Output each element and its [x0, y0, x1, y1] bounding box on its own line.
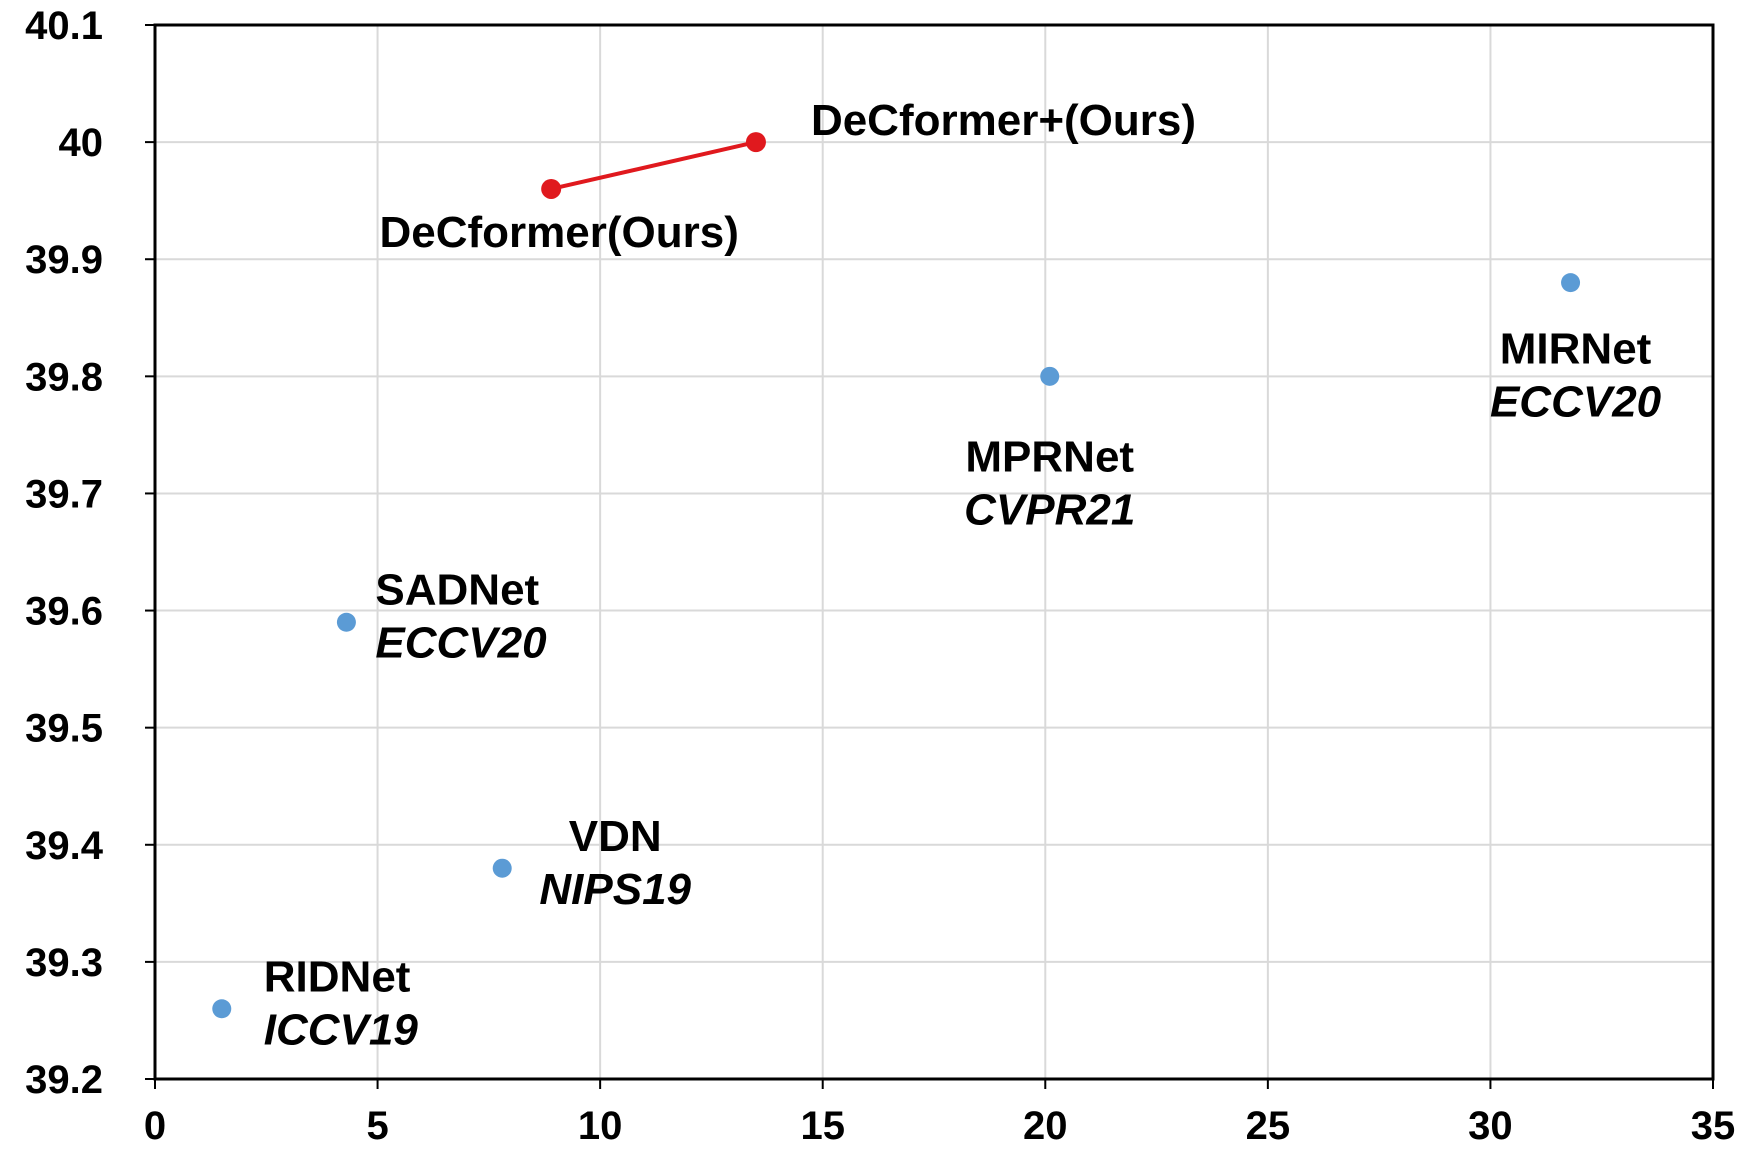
y-tick-label: 39.3 — [25, 941, 103, 985]
method-label: DeCformer(Ours) — [379, 208, 738, 257]
y-tick-label: 39.4 — [25, 824, 104, 868]
x-axis-ticks: 0 5 10 15 20 25 30 35 — [144, 1079, 1735, 1148]
point-sadnet — [336, 612, 356, 632]
venue-label: ECCV20 — [1490, 378, 1662, 427]
y-tick-label: 39.9 — [25, 238, 103, 282]
ours-series-line — [550, 140, 757, 191]
x-tick-label: 25 — [1246, 1104, 1291, 1148]
x-tick-label: 35 — [1691, 1104, 1736, 1148]
x-tick-label: 15 — [800, 1104, 845, 1148]
x-tick-label: 5 — [366, 1104, 388, 1148]
point-labels: RIDNetICCV19SADNetECCV20VDNNIPS19MPRNetC… — [264, 96, 1662, 1055]
venue-label: ECCV20 — [375, 618, 547, 667]
y-tick-label: 39.6 — [25, 590, 103, 634]
y-axis-ticks: 39.2 39.3 39.4 39.5 39.6 39.7 39.8 39.9 40 40.1 — [25, 4, 155, 1102]
point-decformer-ours — [541, 178, 562, 199]
point-mirnet — [1561, 273, 1581, 293]
plot-area-frame — [153, 23, 1715, 1081]
y-tick-label: 39.8 — [25, 355, 103, 399]
grid-lines — [154, 24, 1714, 1080]
method-label: DeCformer+(Ours) — [811, 96, 1196, 145]
point-mprnet — [1040, 366, 1060, 386]
method-label: MPRNet — [965, 432, 1134, 481]
method-label: MIRNet — [1500, 325, 1652, 374]
point-decformer-ours — [745, 132, 766, 153]
data-points — [212, 132, 1581, 1019]
venue-label: NIPS19 — [539, 865, 691, 914]
venue-label: ICCV19 — [264, 1006, 419, 1055]
y-tick-label: 39.7 — [25, 472, 103, 516]
x-tick-label: 30 — [1468, 1104, 1513, 1148]
venue-label: CVPR21 — [964, 485, 1135, 534]
x-tick-label: 10 — [578, 1104, 623, 1148]
point-ridnet — [212, 999, 232, 1019]
y-tick-label: 40.1 — [25, 4, 103, 48]
method-label: SADNet — [375, 565, 539, 614]
y-tick-label: 39.5 — [25, 707, 103, 751]
method-label: VDN — [569, 812, 662, 861]
series-lines — [550, 140, 757, 191]
y-tick-label: 40 — [59, 121, 104, 165]
method-label: RIDNet — [264, 953, 411, 1002]
x-tick-label: 0 — [144, 1104, 166, 1148]
y-tick-label: 39.2 — [25, 1058, 103, 1102]
x-tick-label: 20 — [1023, 1104, 1068, 1148]
point-vdn — [492, 858, 512, 878]
